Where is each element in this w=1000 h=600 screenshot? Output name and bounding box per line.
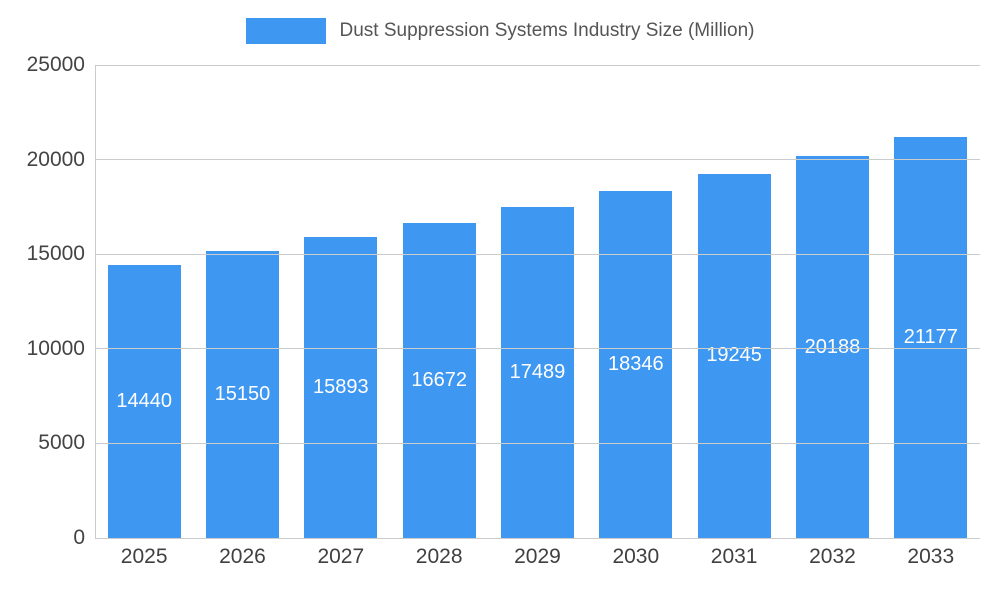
bar-value-label: 14440 [116, 389, 172, 412]
x-tick-label: 2033 [907, 545, 955, 568]
chart-title: Dust Suppression Systems Industry Size (… [339, 20, 755, 41]
bar-2030[interactable]: 18346 [599, 190, 673, 538]
y-tick-label: 15000 [26, 242, 85, 266]
bar-2028[interactable]: 16672 [402, 222, 476, 538]
x-tick-label: 2032 [809, 545, 856, 568]
gridline [95, 442, 980, 444]
y-axis-line [95, 65, 96, 538]
gridline [95, 64, 980, 66]
bar-slot: 19245 [685, 65, 783, 538]
bar-2026[interactable]: 15150 [206, 251, 279, 538]
bar-value-label: 15893 [313, 376, 369, 399]
bar-slot: 15893 [292, 65, 390, 538]
chart-plot-area: 0 5000 10000 15000 20000 25000 14440 15150 1589… [0, 53, 1000, 549]
bar-slot: 14440 [95, 65, 193, 538]
chart-legend: Dust Suppression Systems Industry Size (… [0, 18, 1000, 44]
gridline [95, 253, 980, 255]
y-tick-label: 0 [73, 526, 85, 549]
y-tick-label: 20000 [26, 147, 85, 171]
y-tick-label: 25000 [26, 53, 85, 76]
bar-2029[interactable]: 17489 [501, 207, 574, 538]
bar-slot: 21177 [882, 65, 980, 538]
bar-value-label: 16672 [411, 368, 467, 391]
bar-value-label: 17489 [509, 361, 566, 384]
gridline [95, 159, 980, 161]
bar-slot: 15150 [193, 65, 291, 538]
x-tick-label: 2031 [710, 545, 758, 568]
x-tick-label: 2030 [612, 545, 660, 568]
bar-2033[interactable]: 21177 [894, 137, 968, 538]
bar-2027[interactable]: 15893 [304, 237, 378, 538]
bar-2031[interactable]: 19245 [697, 173, 771, 538]
x-axis: 2025 2026 2027 2028 2029 2030 2031 2032 2033 [95, 545, 980, 569]
x-tick-label: 2029 [514, 545, 561, 568]
bar-value-label: 18346 [607, 352, 664, 375]
x-tick-label: 2026 [219, 545, 266, 568]
y-axis: 0 5000 10000 15000 20000 25000 [0, 53, 85, 549]
plot-region: 14440 15150 15893 16672 17489 18346 19245 20188… [95, 64, 980, 539]
bar-slot: 16672 [390, 65, 488, 538]
gridline [95, 348, 980, 350]
bar-value-label: 19245 [706, 344, 762, 367]
y-tick-label: 10000 [26, 336, 85, 360]
bar-slot: 17489 [488, 65, 586, 538]
bar-value-label: 20188 [804, 335, 861, 358]
bar-value-label: 21177 [903, 326, 958, 349]
gridline [95, 537, 980, 539]
x-tick-label: 2025 [120, 545, 168, 568]
bar-value-label: 15150 [214, 383, 271, 406]
bar-2032[interactable]: 20188 [796, 156, 869, 538]
bar-slot: 20188 [783, 65, 881, 538]
legend-swatch [245, 18, 326, 44]
y-tick-label: 5000 [38, 431, 85, 455]
x-tick-label: 2028 [415, 545, 463, 568]
bar-slot: 18346 [587, 65, 685, 538]
x-tick-label: 2027 [317, 545, 365, 568]
bar-2025[interactable]: 14440 [107, 264, 181, 538]
bar-series: 14440 15150 15893 16672 17489 18346 19245 20188… [95, 65, 980, 538]
